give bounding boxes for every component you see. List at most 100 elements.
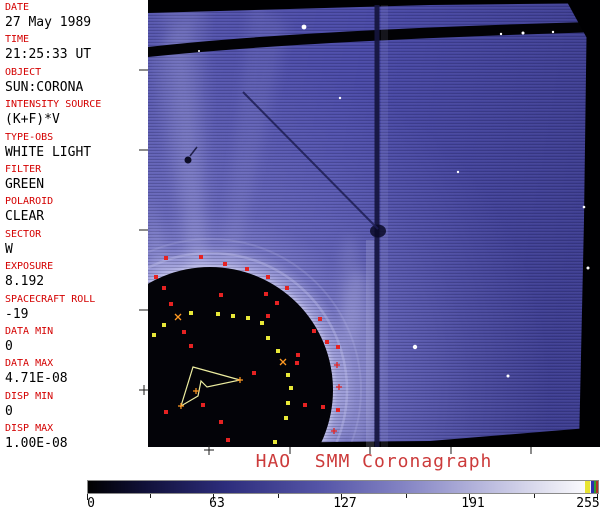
red-fiducial-dot <box>169 302 173 306</box>
star-point <box>586 266 590 270</box>
sun-center-cross <box>139 385 149 395</box>
field-label: EXPOSURE <box>5 261 54 273</box>
occulter-bar <box>148 22 600 57</box>
star-point <box>412 344 418 350</box>
field-value: 0 <box>5 339 13 354</box>
field-spacecraft-roll: SPACECRAFT ROLL -19 <box>5 294 147 322</box>
red-fiducial-dot <box>336 345 340 349</box>
polygon-plus-marker <box>178 403 184 409</box>
diagonal-wire <box>242 91 379 230</box>
field-disp-min: DISP MIN 0 <box>5 391 147 419</box>
diffraction-ring <box>148 238 362 447</box>
red-fiducial-dot <box>245 267 249 271</box>
colorbar-tick-label: 0 <box>87 496 95 511</box>
star-point <box>338 96 342 100</box>
yellow-orbit-dot <box>273 440 277 444</box>
star-point <box>582 205 586 209</box>
red-fiducial-dot <box>295 361 299 365</box>
field-intensity-source: INTENSITY SOURCE (K+F)*V <box>5 99 147 127</box>
red-fiducial-dot <box>182 330 186 334</box>
field-label: INTENSITY SOURCE <box>5 99 102 111</box>
red-fiducial-dot <box>223 262 227 266</box>
red-fiducial-dot <box>199 255 203 259</box>
yellow-orbit-dot <box>286 373 290 377</box>
star-point <box>499 32 503 36</box>
field-label: SPACECRAFT ROLL <box>5 293 96 305</box>
colorbar-tick-label: 255 <box>576 496 600 511</box>
red-fiducial-dot <box>162 286 166 290</box>
field-value: 27 May 1989 <box>5 15 92 30</box>
red-fiducial-dot <box>164 410 168 414</box>
field-label: SECTOR <box>5 228 42 240</box>
field-value: 4.71E-08 <box>5 371 68 387</box>
image-title: HAO SMM Coronagraph <box>255 451 493 472</box>
yellow-orbit-dot <box>231 314 235 318</box>
red-fiducial-dot <box>219 420 223 424</box>
red-fiducial-dot <box>226 438 230 442</box>
saturation-stripe <box>591 481 594 493</box>
colorbar-gradient <box>87 480 599 494</box>
field-data-min: DATA MIN 0 <box>5 326 147 354</box>
yellow-orbit-dot <box>189 311 193 315</box>
field-sector: SECTOR W <box>5 229 147 257</box>
yellow-orbit-dot <box>289 386 293 390</box>
field-label: DATA MIN <box>5 326 54 337</box>
red-plus-marker <box>334 362 340 368</box>
star-point <box>521 31 525 35</box>
field-object: OBJECT SUN:CORONA <box>5 67 147 95</box>
field-exposure: EXPOSURE 8.192 <box>5 261 147 289</box>
colorbar-minor-tick <box>406 494 407 498</box>
field-date: DATE 27 May 1989 <box>5 2 147 30</box>
field-label: OBJECT <box>5 66 42 78</box>
coronal-streamer <box>338 235 362 345</box>
yellow-orbit-dot <box>216 312 220 316</box>
red-plus-marker <box>336 384 342 390</box>
red-fiducial-dot <box>164 256 168 260</box>
occulting-disk <box>148 267 333 447</box>
red-plus-marker <box>331 428 337 434</box>
pylon-halo <box>381 5 388 447</box>
field-value: 8.192 <box>5 274 45 290</box>
red-fiducial-dot <box>318 317 322 321</box>
star-point <box>456 170 460 174</box>
colorbar-major-tick <box>597 494 598 500</box>
red-fiducial-dot <box>189 344 193 348</box>
yellow-orbit-dot <box>284 416 288 420</box>
star-point <box>551 30 555 34</box>
yellow-orbit-dot <box>246 316 250 320</box>
field-value: 1.00E-08 <box>5 436 68 452</box>
yellow-orbit-dot <box>152 333 156 337</box>
yellow-orbit-dot <box>286 401 290 405</box>
pylon-junction <box>370 224 386 238</box>
field-value: GREEN <box>5 177 45 192</box>
polygon-plus-marker <box>193 388 199 394</box>
field-value: SUN:CORONA <box>5 79 84 95</box>
red-fiducial-dot <box>285 286 289 290</box>
field-value: 0 <box>5 403 13 419</box>
colorbar-major-tick <box>469 494 470 500</box>
red-fiducial-dot <box>321 405 325 409</box>
film-edge-right <box>579 0 600 447</box>
field-polaroid: POLAROID CLEAR <box>5 196 147 224</box>
field-value: W <box>5 241 13 257</box>
film-edge-top <box>148 0 600 13</box>
red-fiducial-dot <box>312 329 316 333</box>
field-label: DATE <box>5 2 30 13</box>
field-label: POLAROID <box>5 196 54 208</box>
field-label: DATA MAX <box>5 358 54 370</box>
film-edge-bottom <box>148 427 600 447</box>
red-fiducial-dot <box>296 353 300 357</box>
saturation-stripe <box>585 481 590 493</box>
colorbar-tick-label: 191 <box>461 496 485 511</box>
field-value: (K+F)*V <box>5 112 60 128</box>
field-value: -19 <box>5 306 29 322</box>
yellow-orbit-dot <box>276 349 280 353</box>
red-fiducial-dot <box>303 403 307 407</box>
yellow-orbit-dot <box>162 323 166 327</box>
red-fiducial-dot <box>252 371 256 375</box>
saturation-stripe <box>595 481 598 493</box>
orange-x-marker <box>174 313 182 321</box>
photo-data-overlays <box>148 5 590 447</box>
